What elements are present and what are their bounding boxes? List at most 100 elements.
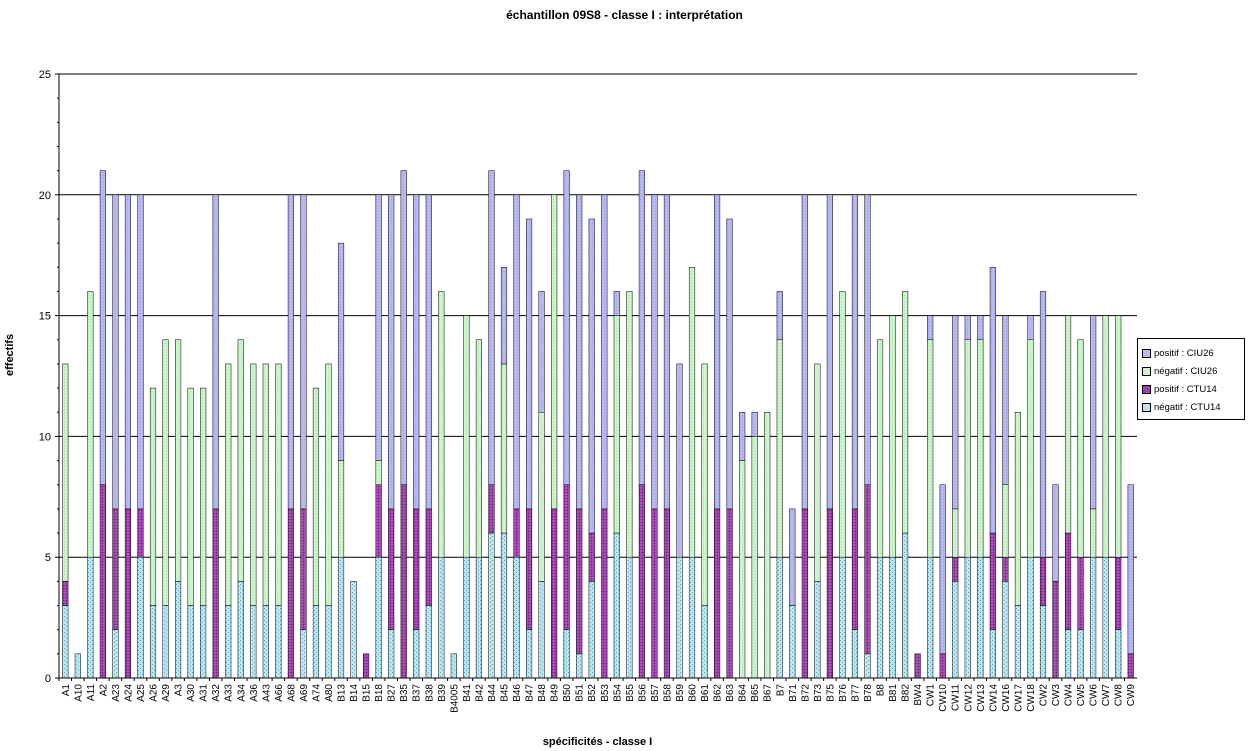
bar-segment-positif-ciu26 bbox=[588, 218, 595, 534]
bar-segment-negatif-ciu26 bbox=[952, 508, 959, 558]
bar-segment-negatif-ctu14 bbox=[250, 605, 257, 679]
bar-segment-positif-ctu14 bbox=[112, 508, 119, 630]
bar-segment-negatif-ciu26 bbox=[613, 315, 620, 534]
bar-segment-positif-ctu14 bbox=[939, 653, 946, 679]
bar-segment-negatif-ctu14 bbox=[463, 556, 470, 679]
bar-segment-positif-ciu26 bbox=[525, 218, 533, 510]
bar-segment-negatif-ctu14 bbox=[864, 653, 871, 679]
x-tick-label: A26 bbox=[149, 684, 160, 702]
bar-segment-negatif-ctu14 bbox=[588, 581, 595, 679]
bar-segment-negatif-ciu26 bbox=[375, 460, 382, 485]
legend-label: négatif : CTU14 bbox=[1154, 401, 1221, 413]
x-axis-label: spécificités - classe I bbox=[542, 736, 653, 748]
x-tick-label: B58 bbox=[662, 684, 673, 702]
bar-segment-negatif-ciu26 bbox=[751, 436, 758, 679]
x-tick-label: B81 bbox=[888, 684, 899, 702]
bar-segment-negatif-ctu14 bbox=[1077, 629, 1084, 679]
bar-segment-positif-ctu14 bbox=[1077, 556, 1084, 630]
x-tick-label: B52 bbox=[587, 684, 598, 702]
bar-segment-negatif-ctu14 bbox=[1090, 556, 1097, 679]
x-tick-label: CW4 bbox=[1064, 684, 1075, 707]
x-tick-label: CW8 bbox=[1114, 684, 1125, 707]
bar-segment-positif-ciu26 bbox=[413, 194, 420, 510]
x-tick-label: B4005 bbox=[449, 684, 460, 713]
bar-segment-negatif-ctu14 bbox=[337, 556, 345, 679]
x-tick-label: B82 bbox=[901, 684, 912, 702]
x-tick-label: B57 bbox=[650, 684, 661, 702]
bar-segment-positif-ciu26 bbox=[751, 411, 758, 437]
bar-segment-negatif-ctu14 bbox=[438, 556, 445, 679]
gridlines bbox=[59, 73, 1137, 558]
bar-segment-negatif-ctu14 bbox=[425, 605, 432, 679]
x-tick-label: CW7 bbox=[1101, 684, 1112, 707]
bar-segment-positif-ctu14 bbox=[1002, 556, 1009, 582]
bar-segment-positif-ciu26 bbox=[500, 267, 508, 365]
bar-segment-negatif-ciu26 bbox=[764, 411, 771, 679]
bar-segment-positif-ctu14 bbox=[714, 508, 721, 679]
bar-segment-negatif-ctu14 bbox=[1002, 581, 1009, 679]
bar-segment-positif-ctu14 bbox=[137, 508, 144, 558]
x-tick-label: CW10 bbox=[938, 684, 949, 712]
bar-segment-positif-ctu14 bbox=[62, 581, 69, 606]
bar-segment-positif-ciu26 bbox=[388, 194, 395, 510]
bar-segment-negatif-ctu14 bbox=[977, 556, 984, 679]
bar-segment-positif-ciu26 bbox=[1127, 484, 1134, 655]
bar-segment-negatif-ctu14 bbox=[225, 605, 232, 679]
bar-segment-negatif-ctu14 bbox=[701, 605, 708, 679]
bar-segment-positif-ctu14 bbox=[726, 508, 733, 679]
x-tick-label: CW16 bbox=[1001, 684, 1012, 712]
bar-segment-positif-ciu26 bbox=[1027, 315, 1034, 341]
x-tick-label: A2 bbox=[98, 684, 109, 697]
bar-segment-negatif-ciu26 bbox=[814, 363, 821, 582]
bar-segment-negatif-ctu14 bbox=[475, 556, 482, 679]
bar-segment-negatif-ciu26 bbox=[538, 411, 545, 582]
bar-segment-positif-ciu26 bbox=[851, 194, 859, 510]
legend-swatch bbox=[1142, 402, 1151, 412]
legend: positif : CIU26 négatif : CIU26 positif … bbox=[1137, 338, 1245, 420]
y-axis-label: effectifs bbox=[4, 333, 16, 376]
x-tick-label: B13 bbox=[337, 684, 348, 702]
bar-segment-negatif-ctu14 bbox=[500, 532, 508, 679]
bar-segment-negatif-ciu26 bbox=[964, 339, 971, 558]
bar-segment-negatif-ctu14 bbox=[149, 605, 157, 679]
bar-segment-negatif-ciu26 bbox=[1090, 508, 1097, 558]
bar-segment-positif-ciu26 bbox=[638, 170, 645, 485]
bar-segment-negatif-ctu14 bbox=[162, 605, 169, 679]
x-tick-label: A43 bbox=[261, 684, 272, 702]
x-tick-label: CW9 bbox=[1126, 684, 1137, 707]
bar-segment-positif-ctu14 bbox=[588, 532, 595, 582]
bar-segment-negatif-ciu26 bbox=[1002, 484, 1009, 558]
x-tick-label: A74 bbox=[311, 684, 322, 702]
x-tick-label: B41 bbox=[462, 684, 473, 702]
bar-segment-positif-ctu14 bbox=[363, 653, 370, 679]
y-tick-label: 20 bbox=[39, 190, 51, 202]
bar-segment-positif-ciu26 bbox=[952, 315, 959, 510]
x-tick-label: CW13 bbox=[976, 684, 987, 712]
x-tick-label: B18 bbox=[374, 684, 385, 702]
bar-segment-positif-ciu26 bbox=[425, 194, 432, 510]
legend-item: négatif : CTU14 bbox=[1142, 398, 1240, 416]
bar-segment-positif-ctu14 bbox=[375, 484, 382, 558]
bar-segment-positif-ciu26 bbox=[1002, 315, 1009, 485]
bar-segment-negatif-ctu14 bbox=[488, 532, 495, 679]
bar-segment-negatif-ctu14 bbox=[413, 629, 420, 679]
bar-segment-positif-ctu14 bbox=[488, 484, 495, 534]
x-tick-label: CW5 bbox=[1076, 684, 1087, 707]
bar-segment-negatif-ctu14 bbox=[388, 629, 395, 679]
bar-segment-negatif-ctu14 bbox=[262, 605, 269, 679]
bar-segment-negatif-ciu26 bbox=[337, 460, 345, 558]
x-tick-label: B38 bbox=[424, 684, 435, 702]
bar-segment-positif-ciu26 bbox=[601, 194, 608, 510]
bar-segment-negatif-ciu26 bbox=[1064, 315, 1072, 534]
bar-segment-positif-ciu26 bbox=[864, 194, 871, 485]
x-tick-label: CW14 bbox=[988, 684, 999, 712]
bar-segment-negatif-ctu14 bbox=[312, 605, 320, 679]
bar-segment-positif-ciu26 bbox=[513, 194, 520, 510]
bar-segment-negatif-ctu14 bbox=[62, 605, 69, 679]
legend-item: positif : CIU26 bbox=[1142, 344, 1240, 362]
bar-segment-positif-ciu26 bbox=[1052, 484, 1059, 582]
bar-segment-negatif-ciu26 bbox=[312, 387, 320, 606]
bar-segment-negatif-ctu14 bbox=[538, 581, 545, 679]
bar-segment-negatif-ciu26 bbox=[876, 339, 884, 558]
bar-segment-positif-ciu26 bbox=[663, 194, 671, 510]
